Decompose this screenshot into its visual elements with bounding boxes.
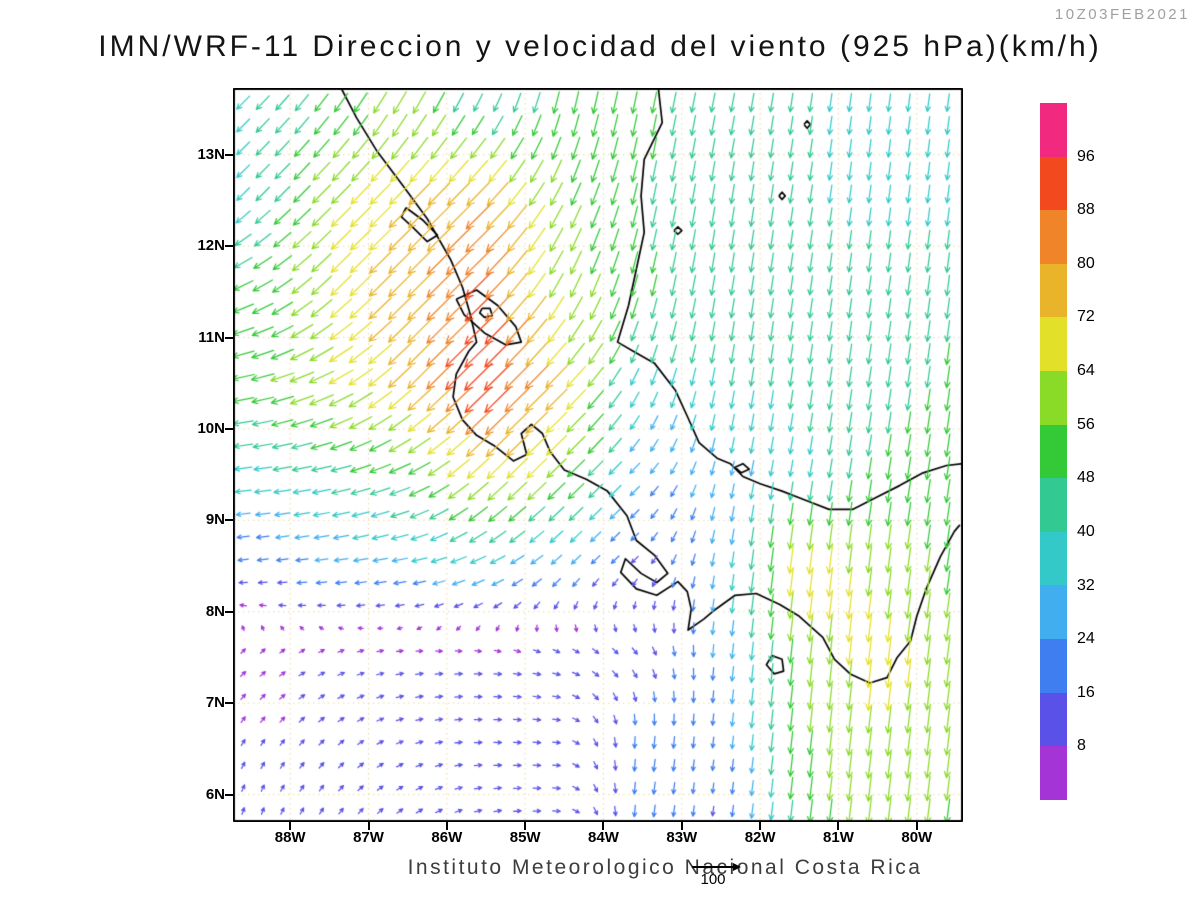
map-frame	[233, 88, 963, 822]
lon-axis-tick	[445, 822, 448, 830]
lat-axis-tick	[225, 793, 233, 796]
lat-axis-label: 6N	[205, 785, 225, 803]
colorbar-segment	[1040, 692, 1067, 747]
lat-axis-tick	[225, 519, 233, 522]
colorbar-label: 32	[1077, 576, 1095, 594]
colorbar-segment	[1040, 585, 1067, 640]
colorbar-label: 24	[1077, 630, 1095, 648]
colorbar-segment	[1040, 478, 1067, 532]
colorbar-segment	[1040, 424, 1067, 479]
lon-axis-tick	[524, 822, 527, 830]
reference-arrow	[692, 866, 734, 868]
lon-axis-tick	[915, 822, 918, 830]
lat-axis-label: 12N	[197, 237, 225, 255]
colorbar-segment	[1040, 156, 1067, 211]
lat-axis-tick	[225, 245, 233, 248]
colorbar-segment	[1040, 746, 1067, 800]
lon-axis-tick	[289, 822, 292, 830]
colorbar-segment	[1040, 371, 1067, 425]
lat-axis-label: 7N	[205, 694, 225, 712]
colorbar-label: 88	[1077, 201, 1095, 219]
caption: Instituto Meteorologico Nacional Costa R…	[407, 856, 923, 879]
lat-axis-label: 10N	[197, 419, 225, 437]
lon-axis-label: 88W	[274, 829, 306, 846]
lon-axis-label: 86W	[431, 829, 463, 846]
lat-axis-label: 11N	[198, 328, 225, 346]
colorbar-segment	[1040, 210, 1067, 264]
lat-axis-tick	[225, 610, 233, 613]
lon-axis-label: 85W	[509, 829, 541, 846]
colorbar-segment	[1040, 103, 1067, 157]
chart-title: IMN/WRF-11 Direccion y velocidad del vie…	[98, 30, 1102, 63]
valid-time-label: 10Z03FEB2021	[1054, 6, 1190, 23]
lon-axis-tick	[602, 822, 605, 830]
colorbar-label: 16	[1077, 683, 1095, 701]
colorbar-label: 48	[1077, 469, 1095, 487]
colorbar-segment	[1040, 263, 1067, 318]
lon-axis-label: 87W	[353, 829, 384, 846]
colorbar-label: 40	[1077, 522, 1095, 540]
colorbar-label: 8	[1077, 737, 1086, 755]
colorbar-label: 80	[1077, 254, 1095, 272]
lon-axis-label: 80W	[901, 829, 933, 846]
lat-axis-label: 9N	[205, 511, 225, 529]
reference-arrowhead-icon	[733, 863, 741, 871]
wind-vector-map-canvas	[233, 88, 963, 822]
lat-axis-tick	[225, 153, 233, 156]
colorbar-label: 56	[1077, 415, 1095, 433]
colorbar-label: 96	[1077, 147, 1095, 165]
lon-axis-tick	[680, 822, 683, 830]
lon-axis-tick	[367, 822, 370, 830]
lon-axis-label: 81W	[823, 829, 854, 846]
lon-axis-tick	[759, 822, 762, 830]
lat-axis-tick	[225, 336, 233, 339]
lon-axis-label: 82W	[744, 829, 776, 846]
lat-axis-label: 13N	[197, 145, 225, 163]
colorbar-segment	[1040, 531, 1067, 586]
lon-axis-label: 84W	[588, 829, 619, 846]
colorbar-segment	[1040, 317, 1067, 372]
speed-colorbar	[1040, 103, 1067, 800]
lat-axis-label: 8N	[205, 602, 225, 620]
colorbar-label: 72	[1077, 308, 1095, 326]
colorbar-segment	[1040, 639, 1067, 693]
lat-axis-tick	[225, 427, 233, 430]
lon-axis-label: 83W	[666, 829, 698, 846]
colorbar-label: 64	[1077, 362, 1095, 380]
reference-arrow-label: 100	[700, 871, 726, 888]
lon-axis-tick	[837, 822, 840, 830]
lat-axis-tick	[225, 702, 233, 705]
